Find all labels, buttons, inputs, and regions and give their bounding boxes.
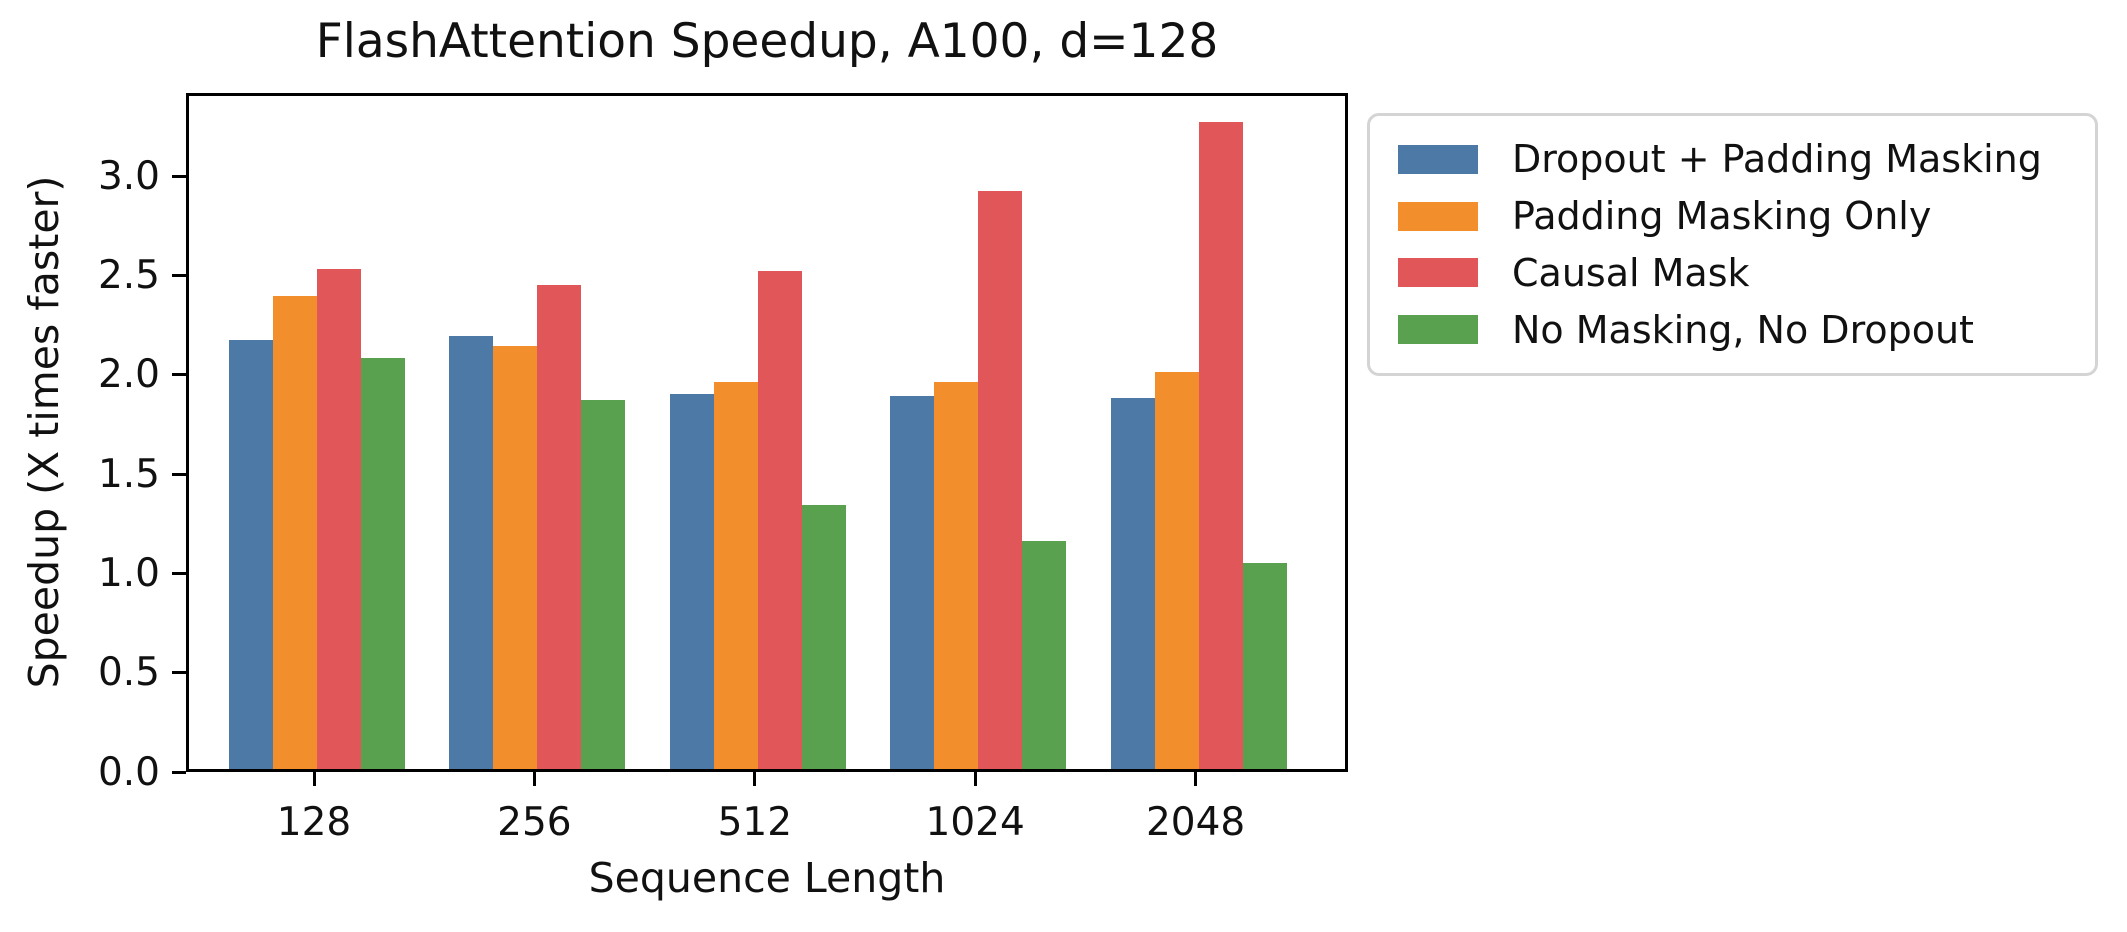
chart-title: FlashAttention Speedup, A100, d=128	[315, 14, 1219, 69]
y-tick-label: 0.5	[97, 650, 160, 696]
bar-series1-cat0	[273, 296, 317, 769]
x-tick-label: 512	[717, 800, 793, 845]
legend: Dropout + Padding Masking Padding Masking…	[1367, 113, 2098, 376]
bar-series3-cat4	[1242, 562, 1287, 769]
bar-series0-cat3	[890, 395, 935, 769]
y-tick-mark	[172, 174, 186, 178]
x-tick-label: 256	[497, 800, 572, 845]
y-tick-label: 2.5	[97, 253, 160, 299]
bar-series3-cat3	[1022, 540, 1067, 769]
y-tick-label: 2.0	[97, 352, 160, 398]
x-tick-label: 1024	[925, 800, 1025, 845]
legend-row-3: No Masking, No Dropout	[1388, 301, 2077, 358]
bar-series1-cat3	[934, 381, 979, 769]
legend-label: No Masking, No Dropout	[1512, 307, 1974, 352]
bar-series2-cat3	[978, 191, 1023, 769]
legend-row-0: Dropout + Padding Masking	[1388, 131, 2077, 188]
y-tick-label: 0.0	[97, 749, 160, 795]
y-tick-label: 1.5	[97, 451, 160, 497]
bar-series0-cat2	[669, 393, 714, 769]
bar-series1-cat1	[493, 346, 538, 769]
y-tick-mark	[172, 671, 186, 675]
x-tick-label: 128	[276, 800, 352, 845]
legend-row-1: Padding Masking Only	[1388, 188, 2077, 245]
x-axis-label: Sequence Length	[588, 854, 946, 902]
legend-swatch-icon	[1398, 201, 1478, 231]
bar-series2-cat0	[317, 268, 361, 769]
bar-series2-cat2	[757, 270, 802, 769]
legend-swatch-icon	[1398, 144, 1478, 174]
bar-series0-cat0	[229, 340, 273, 769]
y-tick-label: 1.0	[97, 550, 160, 596]
x-tick-label: 2048	[1145, 800, 1246, 845]
legend-swatch-icon	[1398, 258, 1478, 288]
bar-series3-cat0	[361, 358, 405, 769]
y-tick-mark	[172, 274, 186, 278]
legend-label: Causal Mask	[1512, 250, 1750, 295]
bar-series0-cat4	[1110, 397, 1155, 769]
legend-label: Dropout + Padding Masking	[1512, 137, 2042, 182]
y-tick-mark	[172, 770, 186, 774]
y-axis-label: Speedup (X times faster)	[20, 175, 68, 689]
bar-series1-cat4	[1154, 371, 1199, 769]
x-tick-mark	[1194, 772, 1198, 786]
bar-series2-cat1	[537, 284, 582, 769]
x-tick-mark	[312, 772, 316, 786]
bar-series1-cat2	[713, 381, 758, 769]
legend-label: Padding Masking Only	[1512, 194, 1932, 239]
bar-series3-cat2	[801, 504, 846, 769]
legend-row-2: Causal Mask	[1388, 245, 2077, 302]
legend-swatch-icon	[1398, 315, 1478, 345]
bar-series2-cat4	[1198, 121, 1243, 769]
x-tick-mark	[532, 772, 536, 786]
y-tick-mark	[172, 373, 186, 377]
bar-series0-cat1	[449, 336, 494, 769]
x-tick-mark	[973, 772, 977, 786]
x-tick-mark	[753, 772, 757, 786]
y-tick-mark	[172, 571, 186, 575]
plot-area	[186, 93, 1348, 772]
bar-series3-cat1	[581, 399, 626, 769]
y-tick-label: 3.0	[97, 153, 160, 199]
y-tick-mark	[172, 472, 186, 476]
